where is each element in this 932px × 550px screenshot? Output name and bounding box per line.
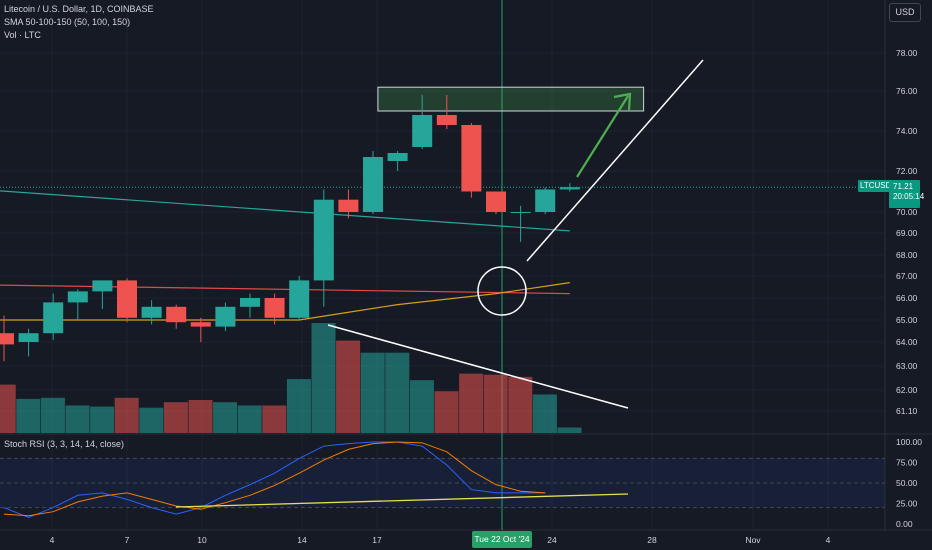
candle-body (363, 157, 383, 212)
candle-body (0, 333, 14, 345)
volume-bar (0, 384, 16, 433)
rsi-tick-label: 75.00 (896, 458, 918, 468)
candle-body (18, 333, 39, 342)
rsi-tick-label: 25.00 (896, 499, 918, 509)
price-tick-label: 63.00 (896, 361, 918, 371)
candle-body (338, 199, 359, 212)
candle-body (92, 280, 113, 292)
price-tick-label: 69.00 (896, 228, 918, 238)
time-tick-label: 4 (826, 535, 831, 545)
price-tick-label: 64.00 (896, 337, 918, 347)
time-tick-label: Nov (745, 535, 761, 545)
candle-body (313, 199, 334, 281)
volume-bar (434, 391, 459, 433)
bar-countdown: 20:05:14 (893, 192, 925, 201)
candle-body (166, 306, 187, 323)
sma-line (0, 190, 570, 232)
rsi-line (3, 441, 546, 517)
price-tick-label: 70.00 (896, 207, 918, 217)
stoch-rsi-legend[interactable]: Stoch RSI (3, 3, 14, 14, close) (4, 439, 125, 449)
sma-line (0, 282, 570, 321)
candle-body (486, 191, 506, 212)
candle-body (67, 291, 88, 303)
time-tick-label: 10 (197, 535, 207, 545)
volume-bar (508, 376, 533, 433)
time-tick-label: 28 (647, 535, 657, 545)
last-price: 71.21 (893, 182, 914, 191)
candle-body (117, 280, 137, 318)
candle-body (387, 153, 408, 161)
price-tick-label: 68.00 (896, 250, 918, 260)
candle-body (264, 298, 285, 318)
rsi-line (3, 441, 546, 518)
candle-body (240, 298, 260, 307)
price-tick-label: 65.00 (896, 315, 918, 325)
volume-bar (360, 352, 385, 433)
price-tag: 71.21 20:05:14 (889, 180, 925, 208)
price-tick-label: 78.00 (896, 48, 918, 58)
candle-body (141, 306, 162, 318)
price-tick-label: 72.00 (896, 166, 918, 176)
symbol-tag: LTCUSD (858, 180, 892, 192)
volume-bar (237, 405, 262, 433)
price-tick-label: 62.00 (896, 385, 918, 395)
volume-bar (262, 405, 287, 433)
volume-bar (65, 405, 90, 433)
volume-bar (336, 340, 361, 433)
chart-title: Litecoin / U.S. Dollar, 1D, COINBASE (4, 4, 154, 14)
volume-bar (90, 406, 115, 433)
rsi-trendline (175, 493, 629, 508)
rsi-tick-label: 0.00 (896, 519, 913, 529)
volume-bar (311, 323, 336, 433)
volume-bar (163, 402, 188, 433)
target-zone (377, 86, 645, 112)
crosshair-date-tag: Tue 22 Oct '24 (472, 531, 532, 548)
candle-body (559, 187, 580, 190)
price-tick-label: 61.10 (896, 406, 918, 416)
target-arrow-shaft (576, 95, 629, 178)
volume-bar (483, 374, 508, 433)
target-arrow-head (613, 92, 632, 111)
support-trendline (526, 59, 704, 262)
time-tick-label: 17 (372, 535, 382, 545)
candle-body (43, 302, 64, 334)
candle-body (289, 280, 310, 318)
rsi-tick-label: 100.00 (896, 437, 922, 447)
candle-body (215, 306, 236, 327)
candle-body (412, 115, 433, 147)
volume-bar (188, 400, 213, 433)
volume-bar (213, 402, 238, 433)
candle-body (436, 115, 457, 125)
price-tick-label: 67.00 (896, 271, 918, 281)
volume-bar (532, 394, 557, 433)
crossover-circle (477, 266, 527, 316)
candle-body (535, 189, 556, 212)
volume-bar (286, 379, 311, 433)
candle-body (190, 322, 211, 327)
rsi-tick-label: 50.00 (896, 478, 918, 488)
currency-button[interactable]: USD (889, 3, 921, 22)
volume-bar (409, 380, 434, 433)
sma-legend[interactable]: SMA 50-100-150 (50, 100, 150) (4, 17, 131, 27)
candle-body (510, 212, 531, 213)
volume-bar (385, 352, 410, 433)
candle-body (461, 125, 482, 192)
volume-bar (139, 407, 164, 433)
time-tick-label: 7 (125, 535, 130, 545)
price-tick-label: 76.00 (896, 86, 918, 96)
volume-bar (459, 373, 484, 433)
price-tick-label: 74.00 (896, 126, 918, 136)
volume-bar (16, 398, 41, 433)
time-tick-label: 4 (50, 535, 55, 545)
resistance-trendline (327, 324, 629, 409)
volume-bar (114, 397, 139, 433)
sma-line (0, 284, 570, 295)
volume-legend[interactable]: Vol · LTC (4, 30, 41, 40)
price-tick-label: 66.00 (896, 293, 918, 303)
time-tick-label: 24 (547, 535, 557, 545)
time-tick-label: 14 (297, 535, 307, 545)
volume-bar (557, 427, 582, 433)
volume-bar (40, 397, 65, 433)
